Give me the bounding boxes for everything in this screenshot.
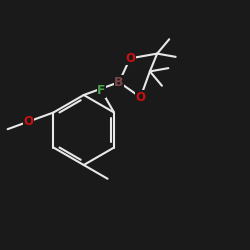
Text: O: O (125, 52, 135, 65)
Text: F: F (97, 84, 106, 97)
Text: B: B (114, 76, 124, 89)
Text: O: O (136, 91, 145, 104)
Text: O: O (24, 115, 34, 128)
